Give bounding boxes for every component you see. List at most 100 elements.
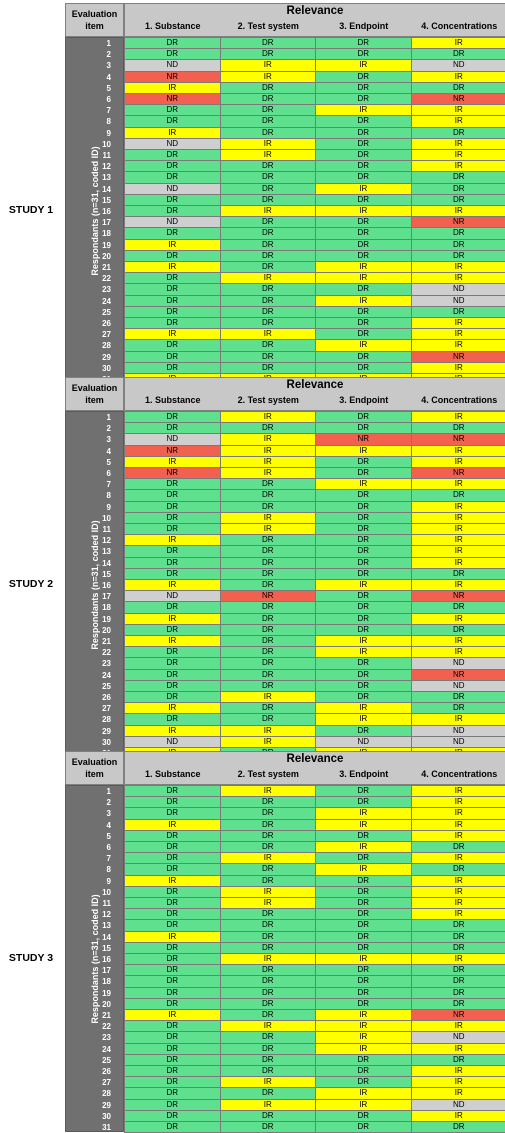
rating-cell: IR bbox=[221, 1021, 317, 1032]
rating-cell: NR bbox=[412, 670, 505, 681]
respondent-id: 30 bbox=[66, 363, 113, 374]
rating-cell: DR bbox=[221, 820, 317, 831]
rating-cell: ND bbox=[316, 737, 412, 748]
rating-cell: DR bbox=[221, 318, 317, 329]
rating-cell: DR bbox=[125, 943, 221, 954]
rating-cell: DR bbox=[125, 1100, 221, 1111]
rating-cell: IR bbox=[316, 1021, 412, 1032]
respondent-id: 8 bbox=[66, 864, 113, 875]
rating-cell: DR bbox=[316, 726, 412, 737]
rating-cell: NR bbox=[125, 94, 221, 105]
respondent-id: 16 bbox=[66, 206, 113, 217]
rating-cell: DR bbox=[125, 569, 221, 580]
evaluation-item-header: Evaluation item bbox=[65, 377, 124, 411]
rating-cell: DR bbox=[125, 909, 221, 920]
rating-cell: IR bbox=[412, 1111, 505, 1122]
rating-cell: DR bbox=[125, 670, 221, 681]
respondent-id: 16 bbox=[66, 954, 113, 965]
rating-cell: DR bbox=[412, 184, 505, 195]
rating-cell: DR bbox=[125, 602, 221, 613]
rating-cell: DR bbox=[412, 943, 505, 954]
rating-cell: DR bbox=[221, 670, 317, 681]
rating-cell: DR bbox=[125, 273, 221, 284]
rating-cell: DR bbox=[125, 150, 221, 161]
rating-cell: DR bbox=[221, 808, 317, 819]
respondent-id: 28 bbox=[66, 1088, 113, 1099]
rating-cell: IR bbox=[412, 535, 505, 546]
respondent-id: 12 bbox=[66, 909, 113, 920]
respondent-id: 26 bbox=[66, 318, 113, 329]
respondent-id: 1 bbox=[66, 786, 113, 797]
respondent-id: 28 bbox=[66, 340, 113, 351]
respondent-id: 25 bbox=[66, 681, 113, 692]
rating-cell: DR bbox=[316, 172, 412, 183]
rating-cell: DR bbox=[316, 591, 412, 602]
respondent-id: 25 bbox=[66, 307, 113, 318]
rating-cell: DR bbox=[125, 340, 221, 351]
rating-cell: DR bbox=[125, 1021, 221, 1032]
rating-cell: DR bbox=[412, 864, 505, 875]
rating-cell: IR bbox=[221, 726, 317, 737]
rating-cell: DR bbox=[125, 513, 221, 524]
rating-cell: DR bbox=[221, 797, 317, 808]
rating-cell: IR bbox=[221, 887, 317, 898]
rating-cell: IR bbox=[316, 273, 412, 284]
rating-cell: DR bbox=[125, 1088, 221, 1099]
rating-cell: DR bbox=[125, 479, 221, 490]
rating-cell: DR bbox=[412, 920, 505, 931]
rating-cell: ND bbox=[412, 737, 505, 748]
rating-cell: NR bbox=[412, 217, 505, 228]
respondent-id: 9 bbox=[66, 876, 113, 887]
respondent-id: 8 bbox=[66, 490, 113, 501]
respondent-id: 17 bbox=[66, 965, 113, 976]
rating-cell: NR bbox=[316, 434, 412, 445]
rating-cell: DR bbox=[412, 228, 505, 239]
rating-cell: IR bbox=[316, 808, 412, 819]
rating-cell: ND bbox=[412, 681, 505, 692]
rating-cell: DR bbox=[316, 692, 412, 703]
respondent-id: 11 bbox=[66, 898, 113, 909]
respondent-id: 29 bbox=[66, 1100, 113, 1111]
respondent-id: 27 bbox=[66, 329, 113, 340]
rating-cell: IR bbox=[412, 105, 505, 116]
rating-cell: IR bbox=[412, 479, 505, 490]
rating-cell: IR bbox=[221, 737, 317, 748]
rating-cell: DR bbox=[221, 228, 317, 239]
rating-cell: DR bbox=[412, 965, 505, 976]
rating-cell: DR bbox=[221, 1010, 317, 1021]
rating-cell: IR bbox=[125, 703, 221, 714]
rating-cell: DR bbox=[125, 195, 221, 206]
rating-cell: DR bbox=[221, 1044, 317, 1055]
rating-cell: IR bbox=[412, 262, 505, 273]
respondent-id: 28 bbox=[66, 714, 113, 725]
rating-cell: IR bbox=[221, 1077, 317, 1088]
respondent-id: 22 bbox=[66, 647, 113, 658]
rating-cell: IR bbox=[125, 262, 221, 273]
rating-cell: IR bbox=[316, 580, 412, 591]
column-header: 1. Substance bbox=[125, 21, 221, 31]
rating-cell: IR bbox=[412, 797, 505, 808]
rating-cell: DR bbox=[125, 363, 221, 374]
evaluation-item-header: Evaluation item bbox=[65, 751, 124, 785]
rating-cell: DR bbox=[125, 558, 221, 569]
rating-cell: DR bbox=[316, 240, 412, 251]
rating-cell: DR bbox=[316, 284, 412, 295]
rating-cell: DR bbox=[221, 569, 317, 580]
rating-cell: DR bbox=[125, 786, 221, 797]
rating-cell: DR bbox=[316, 1077, 412, 1088]
rating-cell: DR bbox=[221, 105, 317, 116]
respondent-id: 29 bbox=[66, 352, 113, 363]
rating-cell: IR bbox=[221, 898, 317, 909]
rating-cell: DR bbox=[316, 94, 412, 105]
rating-cell: IR bbox=[125, 580, 221, 591]
rating-cell: DR bbox=[221, 943, 317, 954]
rating-cell: DR bbox=[316, 412, 412, 423]
rating-cell: DR bbox=[125, 296, 221, 307]
respondent-id: 19 bbox=[66, 240, 113, 251]
respondent-id: 18 bbox=[66, 976, 113, 987]
rating-cell: IR bbox=[316, 296, 412, 307]
rating-cell: DR bbox=[221, 1066, 317, 1077]
rating-cell: DR bbox=[125, 423, 221, 434]
